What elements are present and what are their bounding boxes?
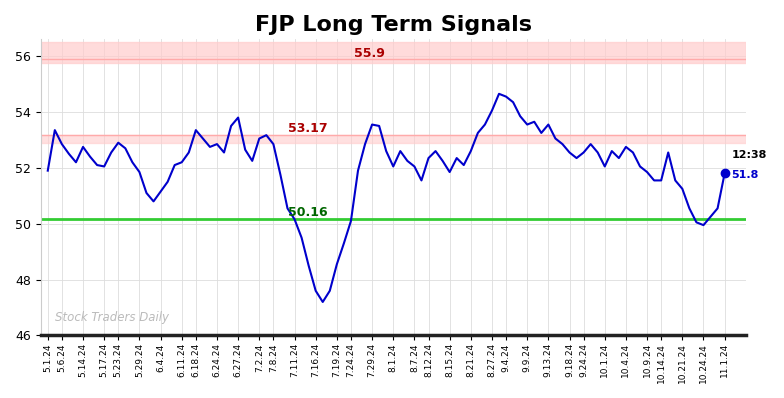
Title: FJP Long Term Signals: FJP Long Term Signals — [255, 15, 532, 35]
Bar — [41, 135, 746, 143]
Text: 55.9: 55.9 — [354, 47, 385, 60]
Bar — [41, 42, 746, 63]
Text: 53.17: 53.17 — [288, 122, 328, 135]
Text: Stock Traders Daily: Stock Traders Daily — [55, 311, 169, 324]
Text: 51.8: 51.8 — [731, 170, 759, 179]
Text: 50.16: 50.16 — [288, 206, 328, 219]
Text: 12:38: 12:38 — [731, 150, 767, 160]
